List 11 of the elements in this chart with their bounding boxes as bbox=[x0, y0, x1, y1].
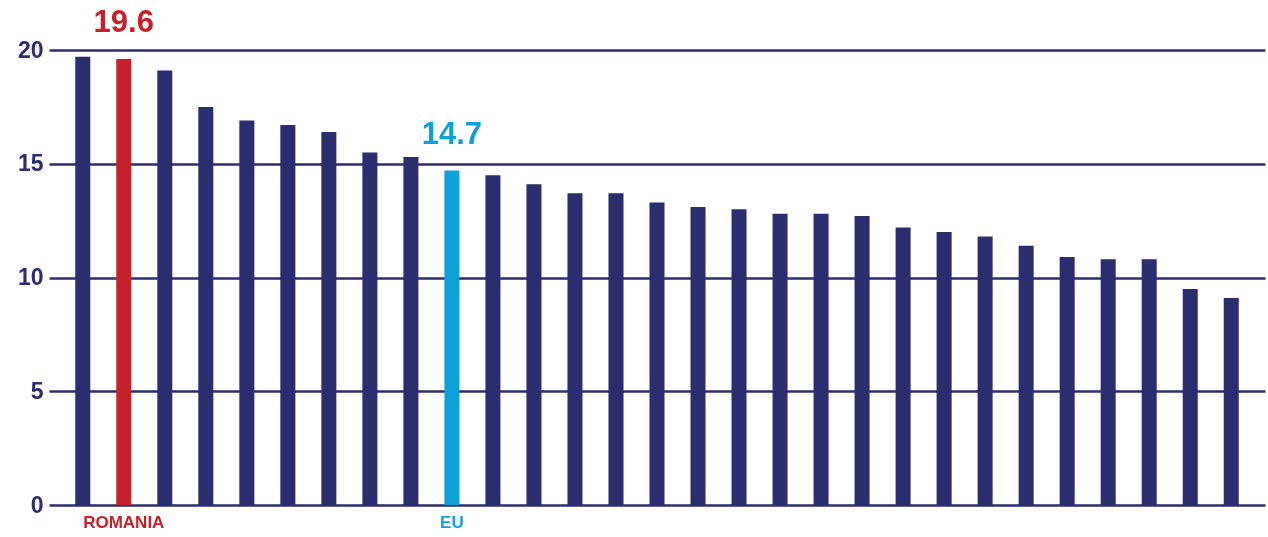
data-label: 14.7 bbox=[421, 115, 483, 151]
bar bbox=[444, 170, 460, 505]
x-tick-label: ROMANIA bbox=[83, 512, 165, 532]
y-tick-label: 20 bbox=[17, 36, 44, 63]
bar bbox=[116, 59, 132, 505]
y-tick-label: 10 bbox=[17, 264, 44, 290]
data-label: 19.6 bbox=[93, 4, 154, 40]
y-tick-label: 0 bbox=[30, 491, 44, 518]
y-tick-label: 5 bbox=[30, 377, 44, 404]
x-tick-label: EU bbox=[440, 512, 464, 532]
y-tick-label: 15 bbox=[17, 150, 44, 177]
